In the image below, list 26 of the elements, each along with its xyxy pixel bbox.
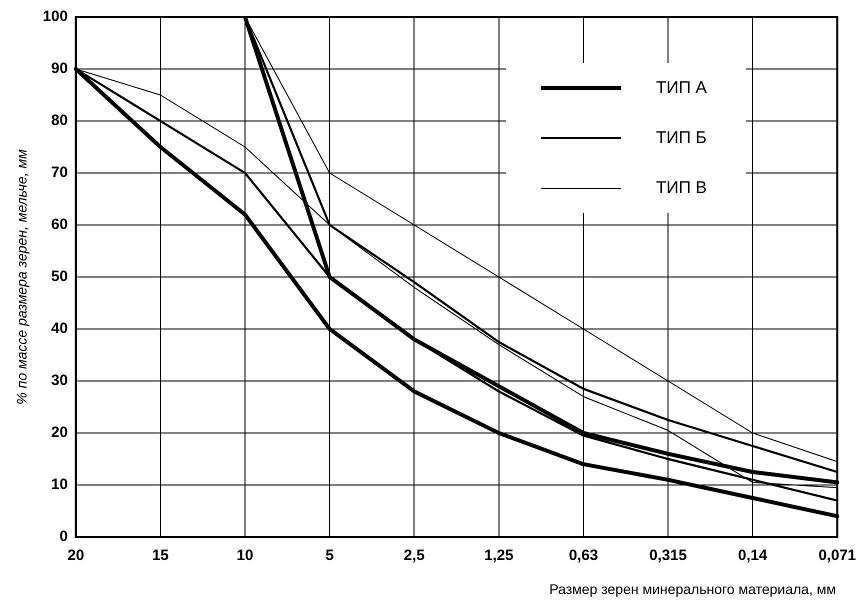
- y-tick-label: 50: [51, 268, 68, 286]
- y-tick-label: 20: [51, 424, 68, 442]
- x-tick-label: 0,63: [568, 547, 598, 564]
- x-tick-label: 0,315: [649, 547, 687, 564]
- y-tick-label: 90: [51, 60, 68, 78]
- y-tick-label: 100: [42, 8, 68, 26]
- legend-label: ТИП А: [656, 78, 707, 98]
- y-tick-label: 60: [51, 216, 68, 234]
- y-axis-title: % по массе размера зерен, мельче, мм: [13, 148, 30, 405]
- legend-label: ТИП В: [656, 178, 707, 198]
- y-tick-label: 80: [51, 112, 68, 130]
- x-tick-label: 10: [236, 547, 254, 564]
- legend-label: ТИП Б: [656, 128, 707, 148]
- x-tick-label: 0,14: [738, 547, 768, 564]
- x-tick-label: 5: [325, 547, 334, 564]
- x-tick-label: 20: [67, 547, 84, 564]
- x-tick-label: 0,071: [818, 547, 856, 564]
- y-tick-label: 10: [51, 476, 68, 494]
- x-tick-label: 2,5: [404, 547, 425, 564]
- y-tick-label: 70: [51, 164, 68, 182]
- y-tick-label: 0: [59, 528, 68, 546]
- x-tick-label: 15: [152, 547, 169, 564]
- y-tick-label: 40: [51, 320, 68, 338]
- y-tick-label: 30: [51, 372, 68, 390]
- x-tick-label: 1,25: [484, 547, 514, 564]
- x-axis-title: Размер зерен минерального материала, мм: [549, 581, 836, 597]
